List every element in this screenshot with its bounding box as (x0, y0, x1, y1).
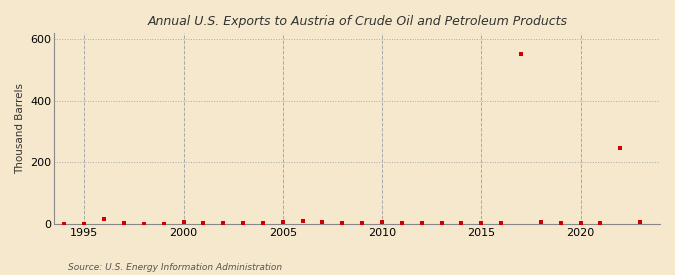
Point (119, 221, 130, 225)
Point (495, 221, 506, 226)
Point (218, 221, 229, 226)
Text: Source: U.S. Energy Information Administration: Source: U.S. Energy Information Administ… (68, 263, 281, 272)
Point (297, 219, 308, 223)
Point (476, 221, 487, 226)
Y-axis label: Thousand Barrels: Thousand Barrels (15, 83, 25, 174)
Point (416, 221, 427, 225)
Point (158, 222, 169, 226)
Point (138, 221, 149, 226)
Point (39, 222, 50, 226)
Point (79, 222, 90, 226)
Point (337, 221, 348, 225)
Point (377, 220, 387, 224)
Point (595, 221, 606, 225)
Point (178, 220, 189, 224)
Point (238, 220, 248, 225)
Point (59, 222, 70, 226)
Point (575, 221, 586, 226)
Point (535, 220, 546, 224)
Point (615, 145, 626, 150)
Point (317, 220, 328, 224)
Title: Annual U.S. Exports to Austria of Crude Oil and Petroleum Products: Annual U.S. Exports to Austria of Crude … (147, 15, 567, 28)
Point (456, 221, 467, 226)
Point (556, 221, 566, 225)
Point (516, 52, 526, 56)
Point (357, 221, 368, 225)
Point (258, 221, 269, 226)
Point (99, 217, 109, 221)
Point (277, 220, 288, 224)
Point (198, 221, 209, 225)
Point (436, 221, 447, 225)
Point (396, 221, 407, 225)
Point (634, 220, 645, 224)
